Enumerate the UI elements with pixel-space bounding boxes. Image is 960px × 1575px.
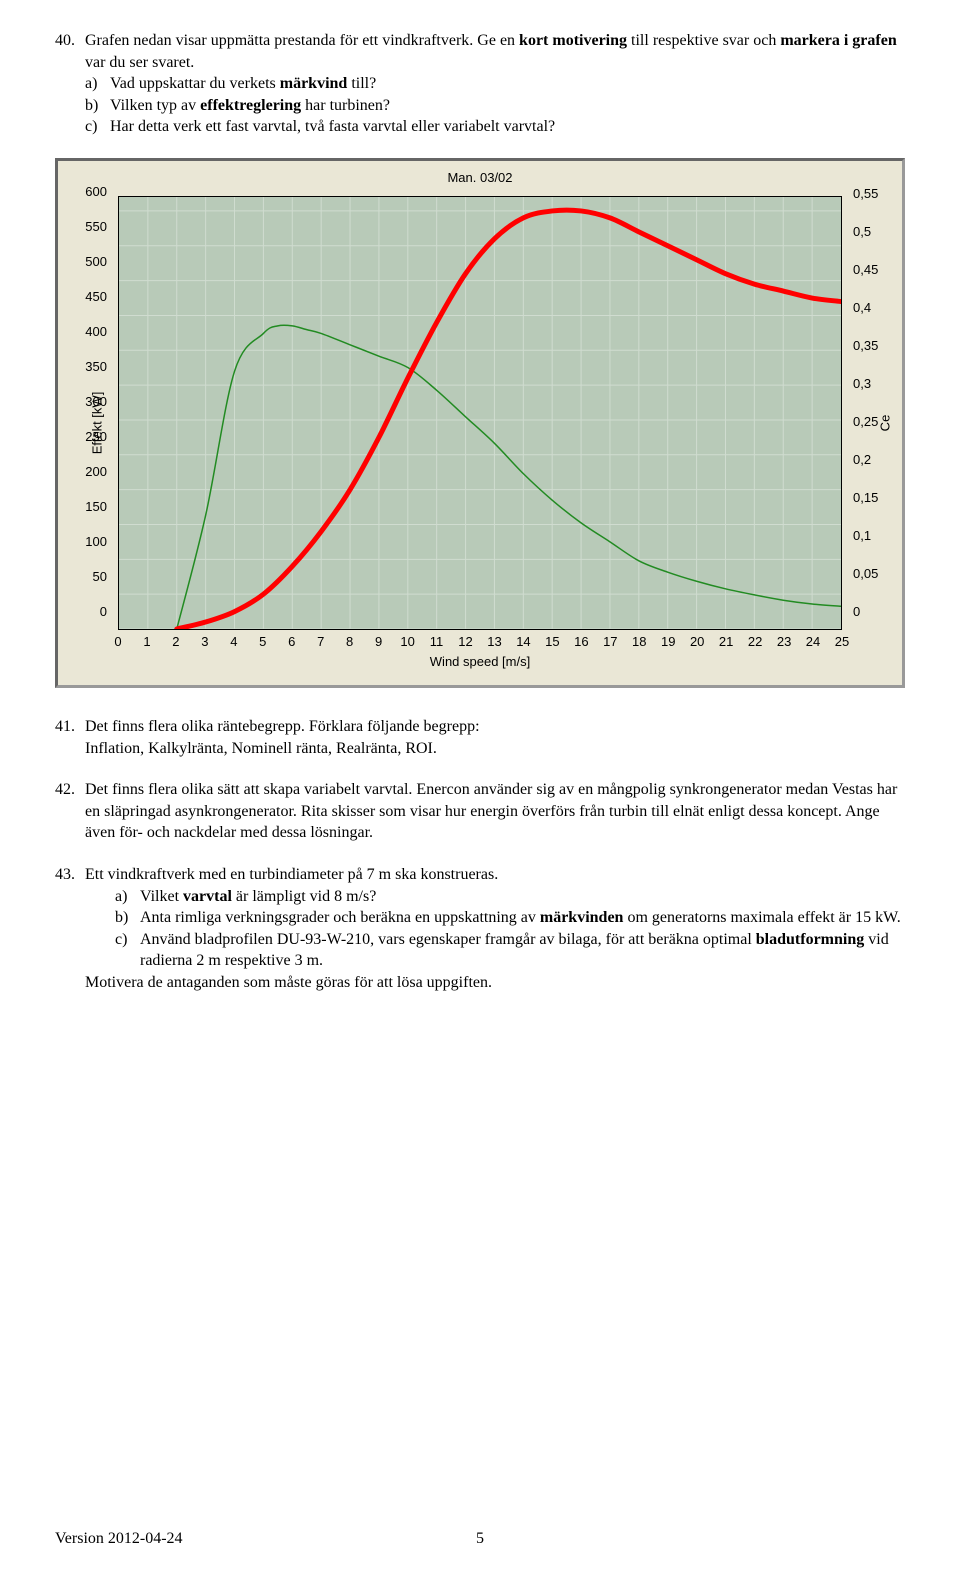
x-tick: 12	[458, 633, 472, 651]
y-left-tick: 300	[58, 394, 113, 412]
q43-number: 43.	[55, 864, 85, 886]
q43-last: Motivera de antaganden som måste göras f…	[85, 972, 905, 994]
q41-number: 41.	[55, 716, 85, 759]
x-tick: 2	[172, 633, 179, 651]
x-tick: 5	[259, 633, 266, 651]
x-tick-labels: 0123456789101112131415161718192021222324…	[118, 633, 842, 649]
y-left-tick: 500	[58, 254, 113, 272]
x-tick: 21	[719, 633, 733, 651]
question-43: 43. Ett vindkraftverk med en turbindiame…	[55, 864, 905, 994]
q40-number: 40.	[55, 30, 85, 73]
y-left-tick: 50	[58, 569, 113, 587]
x-tick: 8	[346, 633, 353, 651]
y-right-tick: 0,1	[847, 528, 902, 546]
q40-c: c) Har detta verk ett fast varvtal, två …	[85, 116, 905, 138]
x-tick: 22	[748, 633, 762, 651]
y-right-tick: 0,45	[847, 261, 902, 279]
question-42: 42. Det finns flera olika sätt att skapa…	[55, 779, 905, 844]
x-tick: 18	[632, 633, 646, 651]
y-left-tick: 600	[58, 184, 113, 202]
chart-title: Man. 03/02	[58, 169, 902, 187]
x-tick: 9	[375, 633, 382, 651]
y-right-tick: 0,05	[847, 566, 902, 584]
q43-intro: Ett vindkraftverk med en turbindiameter …	[85, 864, 905, 886]
footer-page: 5	[460, 1528, 500, 1550]
x-tick: 20	[690, 633, 704, 651]
y-right-tick: 0,15	[847, 489, 902, 507]
question-40: 40. Grafen nedan visar uppmätta prestand…	[55, 30, 905, 138]
q43-c: c) Använd bladprofilen DU-93-W-210, vars…	[115, 929, 905, 972]
x-tick: 10	[400, 633, 414, 651]
q42-number: 42.	[55, 779, 85, 844]
x-tick: 7	[317, 633, 324, 651]
y-left-tick: 200	[58, 464, 113, 482]
x-tick: 14	[516, 633, 530, 651]
x-tick: 4	[230, 633, 237, 651]
y-left-tick: 0	[58, 604, 113, 622]
x-tick: 1	[143, 633, 150, 651]
plot-area	[118, 196, 842, 630]
chart-panel: Man. 03/02 Effekt [kW] Ce 05010015020025…	[55, 158, 905, 688]
x-tick: 24	[806, 633, 820, 651]
y-right-tick: 0,4	[847, 299, 902, 317]
x-tick: 25	[835, 633, 849, 651]
page-footer: Version 2012-04-24 5	[55, 1528, 905, 1550]
q41-line1: Det finns flera olika räntebegrepp. Förk…	[85, 716, 905, 738]
y-right-tick: 0,5	[847, 223, 902, 241]
y-left-tick: 350	[58, 359, 113, 377]
q43-a: a) Vilket varvtal är lämpligt vid 8 m/s?	[115, 886, 905, 908]
y-right-tick: 0,3	[847, 375, 902, 393]
y-right-tick: 0,25	[847, 413, 902, 431]
y-left-tick: 250	[58, 429, 113, 447]
x-tick: 23	[777, 633, 791, 651]
x-tick: 16	[574, 633, 588, 651]
x-axis-title: Wind speed [m/s]	[118, 653, 842, 671]
y-left-tick: 100	[58, 534, 113, 552]
x-tick: 15	[545, 633, 559, 651]
y-left-tick: 150	[58, 499, 113, 517]
footer-version: Version 2012-04-24	[55, 1528, 460, 1550]
x-tick: 0	[114, 633, 121, 651]
x-tick: 13	[487, 633, 501, 651]
q40-b: b) Vilken typ av effektreglering har tur…	[85, 95, 905, 117]
q43-b: b) Anta rimliga verkningsgrader och berä…	[115, 907, 905, 929]
y-left-tick-labels: 050100150200250300350400450500550600	[58, 196, 113, 630]
y-left-tick: 450	[58, 289, 113, 307]
y-right-tick: 0	[847, 604, 902, 622]
y-right-tick: 0,55	[847, 185, 902, 203]
question-41: 41. Det finns flera olika räntebegrepp. …	[55, 716, 905, 759]
y-right-tick: 0,35	[847, 337, 902, 355]
x-tick: 19	[661, 633, 675, 651]
y-right-tick-labels: 00,050,10,150,20,250,30,350,40,450,50,55	[847, 196, 902, 630]
x-tick: 11	[430, 633, 444, 651]
q40-a: a) Vad uppskattar du verkets märkvind ti…	[85, 73, 905, 95]
y-left-tick: 400	[58, 324, 113, 342]
chart-svg	[119, 197, 841, 629]
q42-text: Det finns flera olika sätt att skapa var…	[85, 779, 905, 844]
x-tick: 3	[201, 633, 208, 651]
y-right-tick: 0,2	[847, 451, 902, 469]
x-tick: 17	[603, 633, 617, 651]
q41-line2: Inflation, Kalkylränta, Nominell ränta, …	[85, 738, 905, 760]
y-left-tick: 550	[58, 219, 113, 237]
x-tick: 6	[288, 633, 295, 651]
q40-text: Grafen nedan visar uppmätta prestanda fö…	[85, 30, 905, 73]
